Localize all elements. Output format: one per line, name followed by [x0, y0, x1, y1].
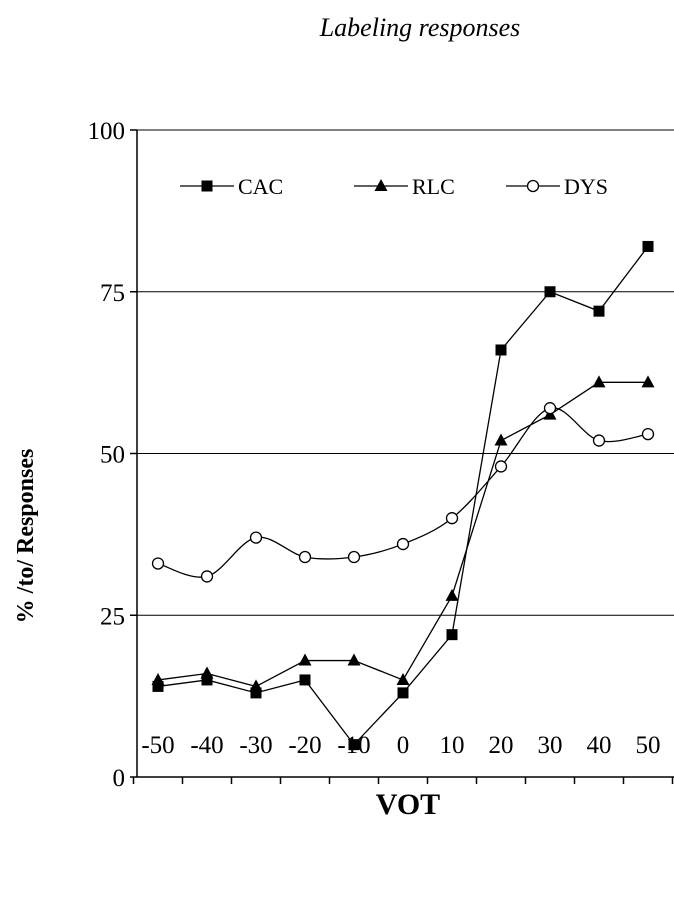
x-tick-label: -30 [239, 732, 272, 759]
data-point-circle [641, 427, 655, 441]
data-point-square [348, 739, 360, 751]
x-axis-title: VOT [376, 788, 440, 821]
data-point-circle [200, 570, 214, 583]
legend-label: CAC [238, 174, 283, 199]
series-rlc [151, 375, 655, 692]
data-point-triangle [396, 672, 410, 685]
series-cac [152, 240, 654, 751]
x-tick-label: 30 [538, 732, 563, 759]
y-tick-label: 100 [88, 118, 126, 145]
y-tick-label: 0 [113, 765, 126, 792]
data-point-circle [151, 557, 165, 570]
x-tick-label: 40 [587, 732, 612, 759]
data-point-square [642, 240, 654, 252]
data-point-triangle [494, 433, 508, 446]
series-line-cac [157, 246, 649, 746]
data-point-triangle [374, 179, 388, 191]
data-point-square [250, 687, 262, 699]
x-tick-label: -40 [190, 732, 223, 759]
x-tick-labels: -50-40-30-20-1001020304050 [141, 732, 660, 759]
y-tick-label: 75 [100, 280, 125, 307]
data-point-circle [396, 537, 410, 551]
data-point-triangle [445, 588, 459, 601]
x-tick-label: 50 [636, 732, 661, 759]
legend-label: DYS [564, 174, 608, 199]
series-line-dys [157, 407, 649, 578]
legend-label: RLC [412, 174, 455, 199]
x-tick-label: 10 [440, 732, 465, 759]
data-point-square [544, 286, 556, 298]
data-point-square [201, 674, 213, 686]
y-tick-labels: 0 25 50 75 100 [88, 118, 126, 792]
data-point-square [201, 180, 213, 192]
series-line-rlc [157, 381, 648, 688]
y-axis-title: % /to/ Responses [13, 449, 39, 624]
data-point-square [446, 629, 458, 641]
gridlines [137, 129, 674, 616]
data-point-square [299, 674, 311, 686]
data-point-triangle [298, 653, 312, 666]
x-tick-label: -50 [141, 732, 174, 759]
data-point-triangle [249, 679, 263, 692]
y-tick-label: 50 [100, 442, 125, 469]
data-point-triangle [151, 672, 165, 685]
x-tick-label: 0 [397, 732, 410, 759]
legend-item-rlc: RLC [354, 174, 455, 199]
data-point-circle [298, 550, 312, 564]
data-point-triangle [200, 666, 214, 679]
data-point-circle [543, 402, 557, 415]
y-tick-label: 25 [100, 603, 125, 630]
axes [130, 129, 674, 784]
data-point-square [397, 687, 409, 699]
data-point-square [593, 305, 605, 317]
data-point-circle [526, 179, 540, 193]
chart-title: Labeling responses [319, 13, 521, 42]
data-point-triangle [641, 375, 655, 388]
data-point-circle [592, 434, 606, 447]
data-point-triangle [347, 653, 361, 666]
data-point-circle [249, 531, 263, 544]
x-tick-label: -20 [288, 732, 321, 759]
legend-item-dys: DYS [506, 174, 608, 199]
legend-item-cac: CAC [180, 174, 283, 199]
data-point-square [495, 344, 507, 356]
series-dys [151, 402, 655, 583]
data-point-circle [494, 460, 508, 473]
x-tick-label: 20 [489, 732, 514, 759]
data-point-circle [347, 550, 361, 564]
data-point-triangle [592, 375, 606, 388]
data-point-square [152, 680, 164, 692]
data-point-circle [445, 512, 459, 525]
legend: CAC RLC DYS [180, 174, 608, 199]
series-group [151, 240, 655, 751]
